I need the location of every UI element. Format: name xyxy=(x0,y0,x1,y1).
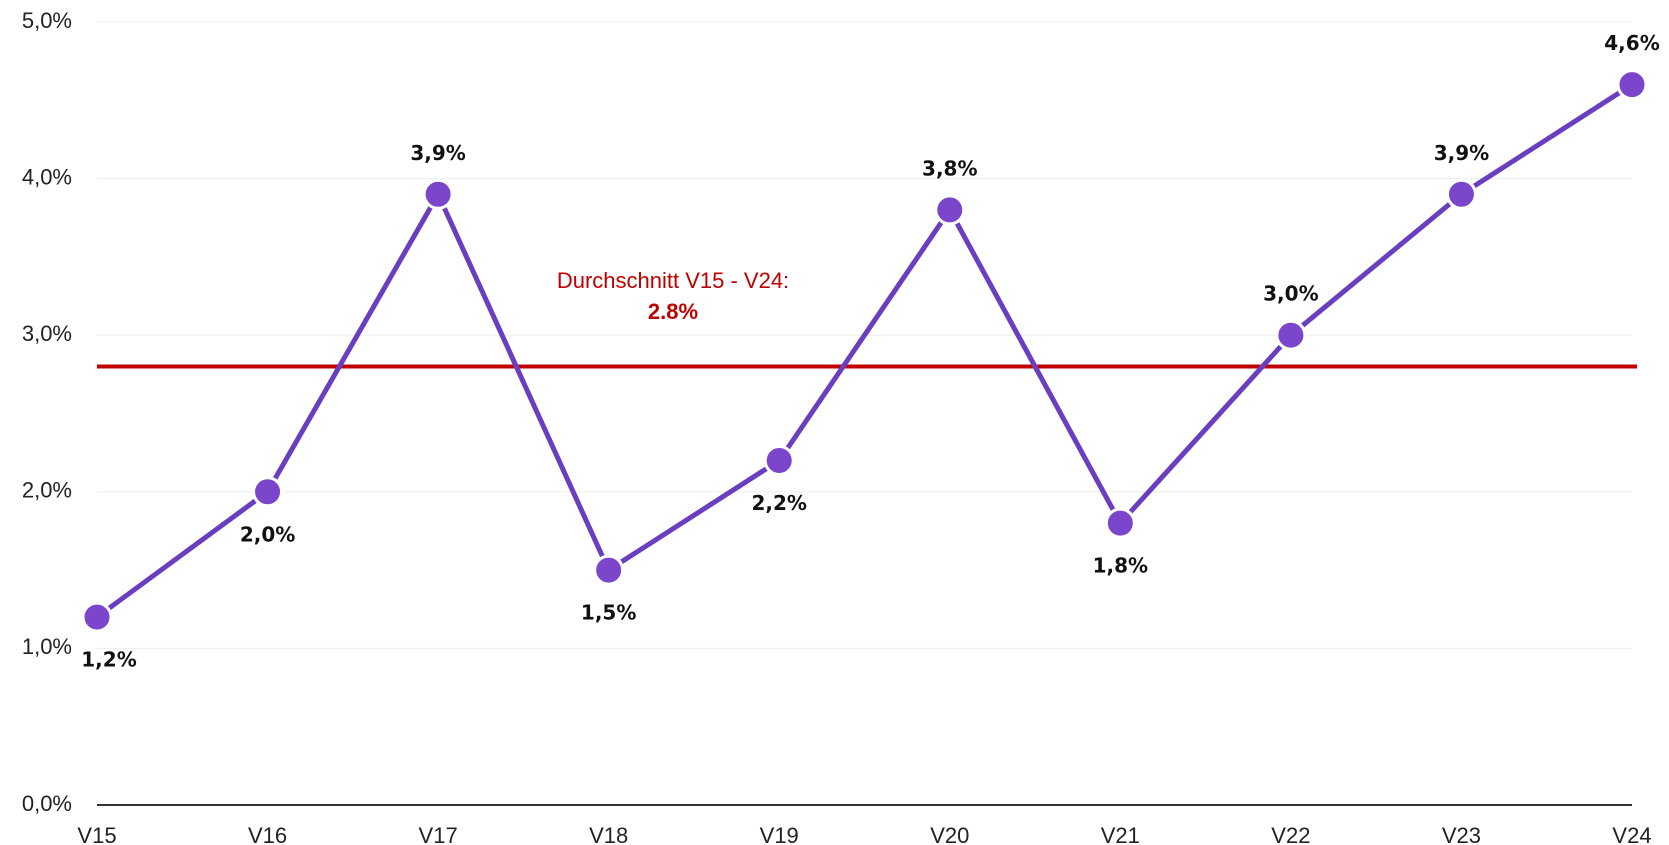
data-label: 2,0% xyxy=(240,522,295,546)
marker xyxy=(1445,178,1477,210)
x-tick-label: V16 xyxy=(248,823,287,845)
marker xyxy=(1616,69,1648,101)
y-tick-label: 2,0% xyxy=(22,478,72,503)
x-tick-label: V19 xyxy=(760,823,799,845)
line xyxy=(95,82,1634,620)
marker xyxy=(422,178,454,210)
x-tick-label: V17 xyxy=(419,823,458,845)
marker xyxy=(1275,319,1307,351)
average-value-label: 2.8% xyxy=(648,299,698,324)
marker xyxy=(593,554,625,586)
x-tick-label: V23 xyxy=(1442,823,1481,845)
y-tick-label: 0,0% xyxy=(22,791,72,816)
y-tick-label: 4,0% xyxy=(22,164,72,189)
data-label: 3,8% xyxy=(922,156,977,180)
x-tick-label: V15 xyxy=(77,823,116,845)
marker xyxy=(1104,507,1136,539)
data-label: 3,0% xyxy=(1263,282,1318,306)
average-label: Durchschnitt V15 - V24: xyxy=(557,268,789,293)
y-tick-label: 1,0% xyxy=(22,634,72,659)
data-label: 3,9% xyxy=(1434,141,1489,165)
y-tick-label: 5,0% xyxy=(22,8,72,33)
data-label: 4,6% xyxy=(1604,31,1659,55)
x-tick-label: V22 xyxy=(1271,823,1310,845)
data-label: 1,2% xyxy=(81,648,136,672)
x-tick-label: V20 xyxy=(930,823,969,845)
x-tick-label: V24 xyxy=(1612,823,1651,845)
y-tick-label: 3,0% xyxy=(22,321,72,346)
marker xyxy=(252,476,284,508)
data-label: 2,2% xyxy=(751,491,806,515)
marker xyxy=(81,601,113,633)
data-label: 1,8% xyxy=(1093,554,1148,578)
x-tick-label: V21 xyxy=(1101,823,1140,845)
data-label: 3,9% xyxy=(410,141,465,165)
data-label: 1,5% xyxy=(581,601,636,625)
marker xyxy=(934,194,966,226)
x-tick-label: V18 xyxy=(589,823,628,845)
marker xyxy=(763,444,795,476)
